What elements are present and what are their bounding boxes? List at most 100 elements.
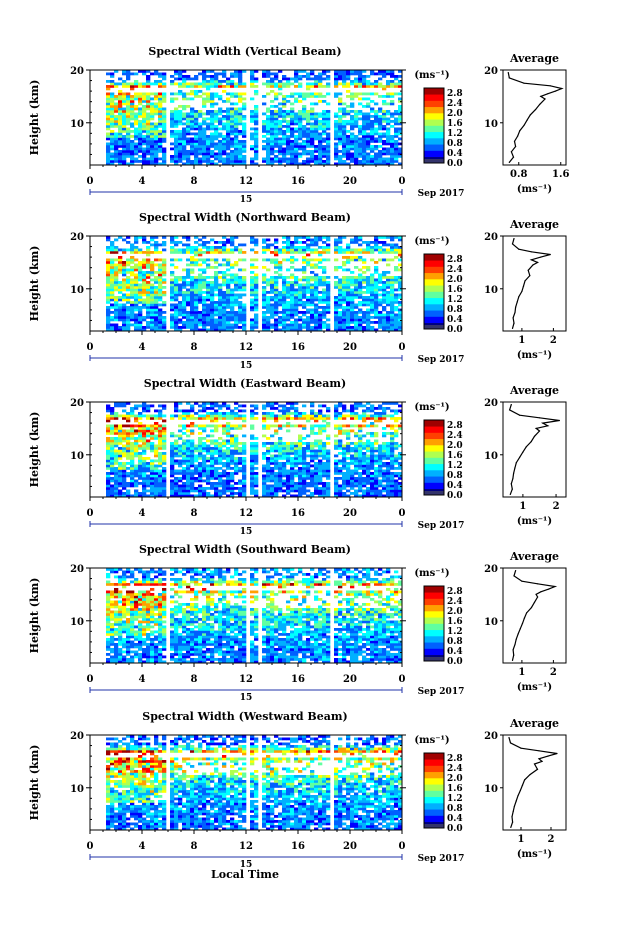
- heatmap-cell: [394, 246, 399, 249]
- heatmap-cell: [310, 107, 315, 111]
- heatmap-cell: [226, 261, 231, 264]
- heatmap-cell: [298, 147, 303, 151]
- heatmap-cell: [150, 447, 155, 450]
- heatmap-cell: [114, 482, 119, 485]
- heatmap-cell: [146, 474, 151, 478]
- heatmap-cell: [106, 258, 111, 262]
- heatmap-cell: [326, 122, 331, 126]
- profile-point: [549, 253, 551, 256]
- heatmap-cell: [174, 122, 179, 126]
- heatmap-cell: [310, 115, 315, 118]
- heatmap-cell: [138, 472, 143, 475]
- heatmap-cell: [202, 407, 207, 410]
- heatmap-cell: [334, 308, 339, 312]
- heatmap-cell: [126, 316, 131, 319]
- heatmap-cell: [142, 479, 147, 483]
- heatmap-cell: [222, 117, 227, 121]
- heatmap-cell: [122, 444, 127, 448]
- heatmap-cell: [158, 459, 163, 463]
- heatmap-cell: [278, 112, 283, 116]
- heatmap-cell: [230, 313, 235, 317]
- heatmap-cell: [230, 293, 235, 297]
- heatmap-cell: [350, 271, 355, 274]
- heatmap-cell: [154, 281, 159, 284]
- heatmap-cell: [254, 92, 259, 96]
- heatmap-cell: [346, 85, 351, 88]
- heatmap-cell: [222, 236, 227, 239]
- heatmap-cell: [154, 145, 159, 148]
- heatmap-cell: [186, 243, 191, 247]
- heatmap-cell: [278, 321, 283, 324]
- heatmap-cell: [218, 424, 223, 428]
- heatmap-cell: [158, 140, 163, 143]
- heatmap-cell: [362, 160, 367, 163]
- heatmap-cell: [198, 467, 203, 470]
- profile-point: [518, 248, 520, 250]
- heatmap-cell: [286, 301, 291, 304]
- heatmap-cell: [398, 323, 403, 327]
- heatmap-cell: [138, 447, 143, 450]
- heatmap-cell: [110, 115, 115, 118]
- heatmap-cell: [238, 100, 243, 103]
- heatmap-cell: [162, 100, 167, 103]
- heatmap-cell: [138, 311, 143, 314]
- heatmap-cell: [370, 120, 375, 123]
- heatmap-cell: [322, 248, 327, 252]
- heatmap-cell: [114, 122, 119, 126]
- heatmap-cell: [234, 301, 239, 304]
- heatmap-cell: [274, 135, 279, 138]
- heatmap-cell: [122, 316, 127, 319]
- heatmap-cell: [162, 140, 167, 143]
- heatmap-cell: [218, 442, 223, 445]
- heatmap-cell: [142, 258, 147, 262]
- heatmap-cell: [174, 308, 179, 312]
- heatmap-cell: [338, 311, 343, 314]
- heatmap-cell: [122, 248, 127, 252]
- heatmap-cell: [286, 112, 291, 116]
- heatmap-cell: [254, 155, 259, 158]
- heatmap-cell: [206, 75, 211, 78]
- heatmap-cell: [222, 276, 227, 279]
- heatmap-cell: [194, 472, 199, 475]
- heatmap-cell: [122, 487, 127, 490]
- heatmap-cell: [274, 140, 279, 143]
- heatmap-cell: [150, 311, 155, 314]
- heatmap-cell: [186, 291, 191, 294]
- heatmap-cell: [138, 140, 143, 143]
- heatmap-cell: [162, 429, 167, 433]
- heatmap-cell: [386, 328, 391, 332]
- heatmap-cell: [146, 321, 151, 324]
- heatmap-cell: [306, 316, 311, 319]
- heatmap-cell: [118, 258, 123, 262]
- heatmap-cell: [314, 236, 319, 239]
- heatmap-cell: [326, 142, 331, 146]
- heatmap-cell: [286, 268, 291, 272]
- heatmap-cell: [174, 323, 179, 327]
- heatmap-cell: [262, 122, 267, 126]
- heatmap-cell: [230, 110, 235, 113]
- heatmap-cell: [186, 263, 191, 267]
- heatmap-cell: [282, 100, 287, 103]
- heatmap-cell: [374, 82, 379, 86]
- heatmap-cell: [350, 276, 355, 279]
- heatmap-cell: [398, 112, 403, 116]
- heatmap-cell: [350, 288, 355, 292]
- heatmap-cell: [354, 115, 359, 118]
- heatmap-cell: [266, 130, 271, 133]
- heatmap-cell: [282, 157, 287, 161]
- heatmap-cell: [378, 110, 383, 113]
- heatmap-cell: [122, 404, 127, 408]
- heatmap-cell: [186, 494, 191, 498]
- heatmap-cell: [382, 95, 387, 98]
- heatmap-cell: [110, 439, 115, 443]
- heatmap-cell: [146, 92, 151, 96]
- heatmap-cell: [210, 487, 215, 490]
- heatmap-cell: [206, 464, 211, 468]
- profile-y-tick-label: 10: [484, 285, 498, 296]
- heatmap-cell: [118, 437, 123, 440]
- heatmap-cell: [202, 120, 207, 123]
- heatmap-cell: [226, 464, 231, 468]
- heatmap-cell: [154, 323, 159, 327]
- heatmap-cell: [138, 236, 143, 239]
- heatmap-cell: [346, 145, 351, 148]
